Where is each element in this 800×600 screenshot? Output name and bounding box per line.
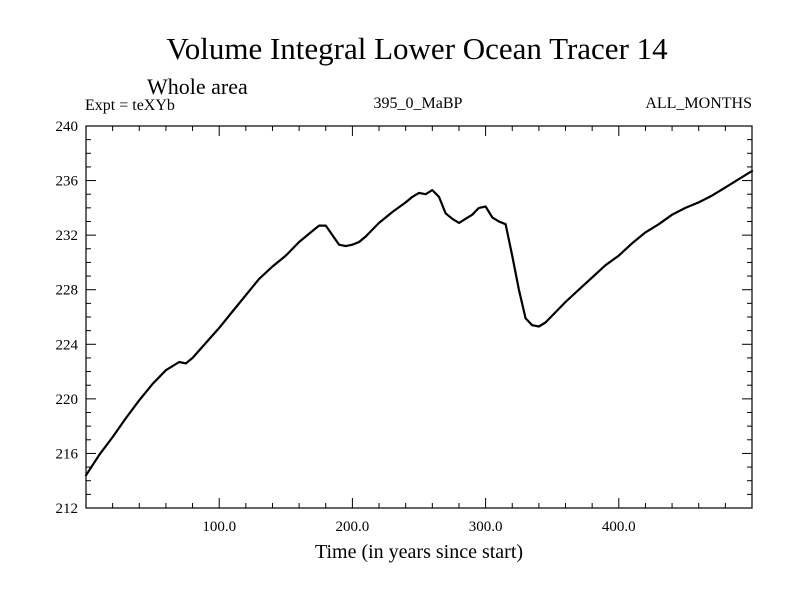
y-tick-label: 220	[56, 392, 79, 408]
plot-frame	[85, 125, 753, 509]
x-tick-label: 400.0	[602, 519, 636, 535]
chart-subtitle: Whole area	[147, 74, 248, 99]
series-layer	[84, 169, 754, 477]
y-axis: 212 216 220 224 228 232 236 240	[56, 119, 752, 517]
chart-title: Volume Integral Lower Ocean Tracer 14	[166, 31, 668, 66]
period-label: 395_0_MaBP	[374, 95, 463, 112]
y-tick-label: 212	[56, 501, 79, 517]
series-line	[84, 169, 754, 477]
y-tick-label: 232	[56, 228, 79, 244]
x-axis-label: Time (in years since start)	[315, 541, 523, 563]
months-label: ALL_MONTHS	[645, 95, 752, 112]
x-tick-label: 300.0	[469, 519, 503, 535]
y-tick-label: 228	[56, 283, 79, 299]
y-tick-label: 216	[56, 446, 79, 462]
y-tick-label: 240	[56, 119, 79, 135]
x-axis: 100.0 200.0 300.0 400.0	[112, 126, 726, 535]
x-tick-label: 200.0	[336, 519, 370, 535]
y-tick-label: 224	[56, 337, 79, 353]
x-tick-label: 100.0	[202, 519, 236, 535]
experiment-label: Expt = teXYb	[85, 97, 175, 114]
y-tick-label: 236	[56, 174, 79, 190]
